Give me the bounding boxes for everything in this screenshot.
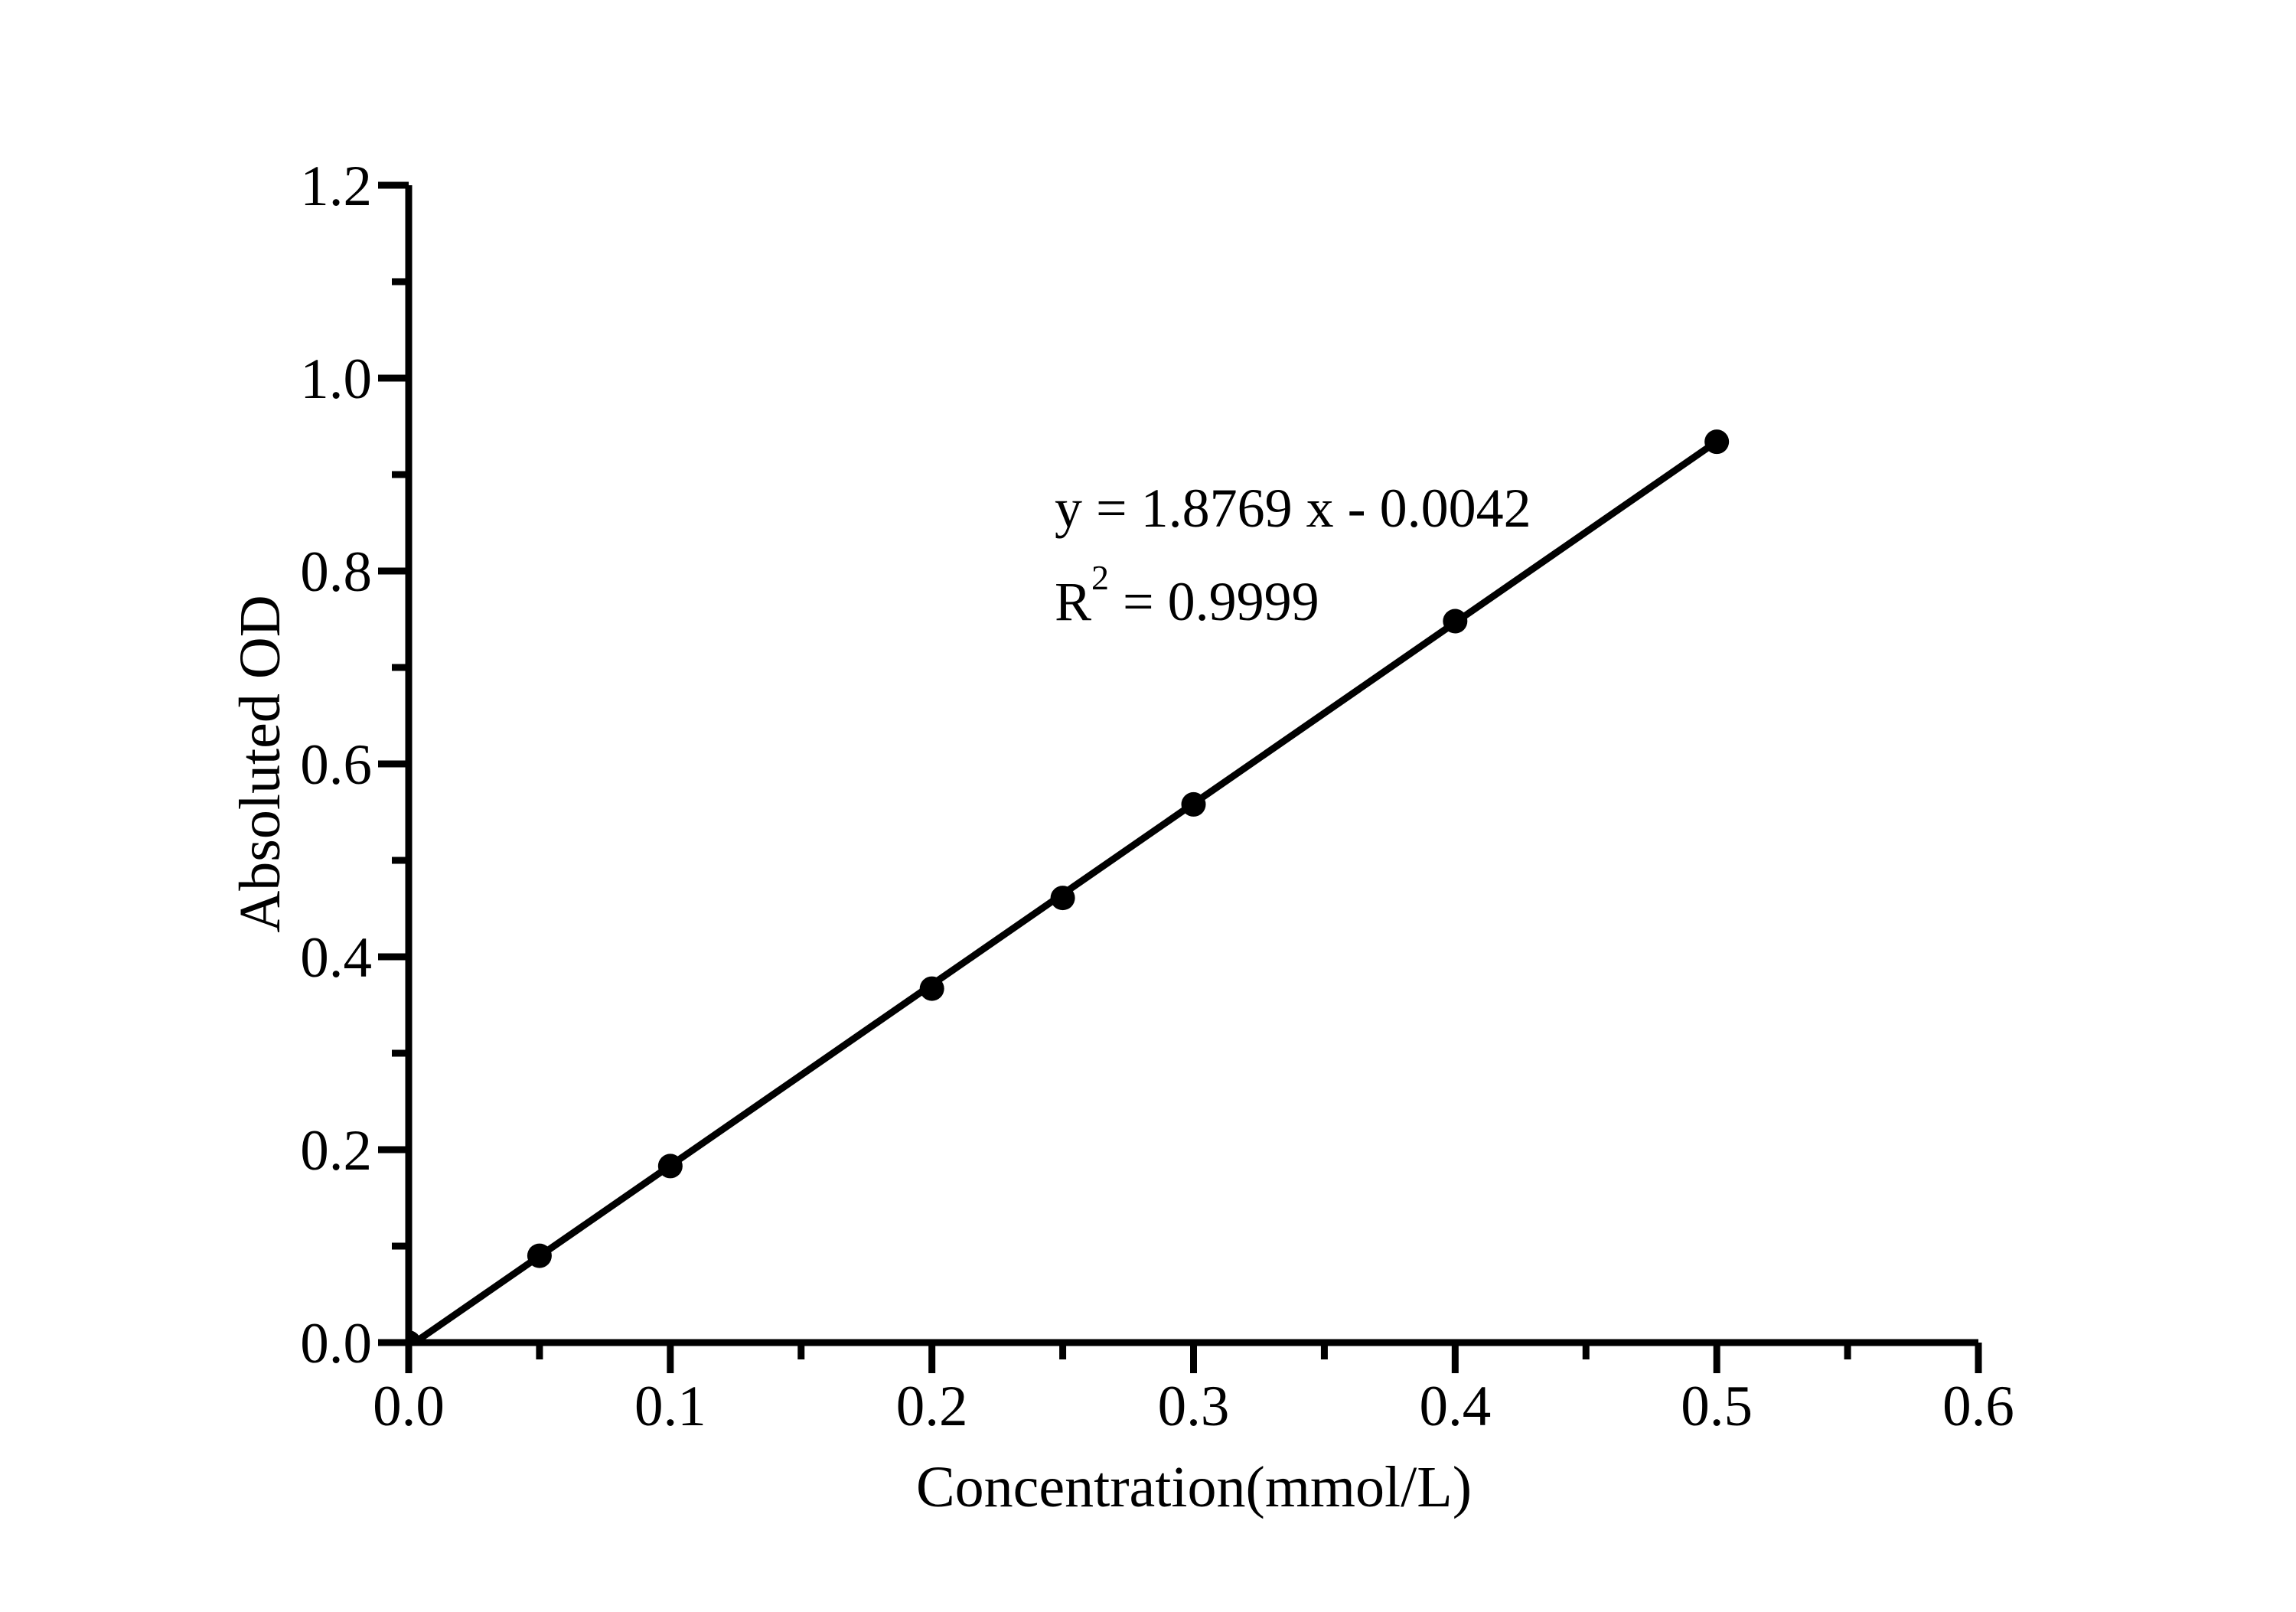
x-tick-label: 0.5 <box>1681 1375 1753 1438</box>
x-tick-label: 0.3 <box>1158 1375 1230 1438</box>
y-tick-label: 1.2 <box>300 155 372 218</box>
data-point <box>919 976 944 1001</box>
x-tick-label: 0.4 <box>1419 1375 1491 1438</box>
plot-area <box>409 429 1730 1346</box>
data-point <box>657 1154 683 1179</box>
y-tick-label: 0.4 <box>300 926 372 990</box>
y-tick-label: 0.6 <box>300 733 372 797</box>
x-axis-title: Concentration(mmol/L) <box>916 1455 1472 1519</box>
y-tick-label: 0.0 <box>300 1312 372 1375</box>
data-point <box>527 1243 552 1268</box>
x-tick-label: 0.6 <box>1942 1375 2014 1438</box>
y-axis-ticks <box>378 181 409 1346</box>
x-tick-label: 0.1 <box>634 1375 706 1438</box>
y-axis-title: Absoluted OD <box>228 595 292 932</box>
x-tick-labels: 0.0 0.1 0.2 0.3 0.4 0.5 0.6 <box>373 1375 2014 1438</box>
x-tick-label: 0.2 <box>896 1375 968 1438</box>
x-axis-ticks <box>405 1343 1982 1373</box>
y-tick-label: 0.2 <box>300 1119 372 1183</box>
data-point <box>1704 429 1730 455</box>
y-tick-labels: 0.0 0.2 0.4 0.6 0.8 1.0 1.2 <box>300 155 372 1375</box>
data-point <box>1181 791 1206 817</box>
data-point <box>1443 609 1468 634</box>
x-tick-label: 0.0 <box>373 1375 445 1438</box>
r-squared-annotation: R2 = 0.9999 <box>1055 558 1319 632</box>
data-point <box>409 1330 421 1346</box>
data-series <box>409 429 1730 1346</box>
axes-lines <box>405 185 1978 1346</box>
y-tick-label: 0.8 <box>300 540 372 604</box>
y-tick-label: 1.0 <box>300 348 372 411</box>
data-point <box>1050 886 1075 911</box>
equation-annotation: y = 1.8769 x - 0.0042 <box>1055 478 1531 539</box>
